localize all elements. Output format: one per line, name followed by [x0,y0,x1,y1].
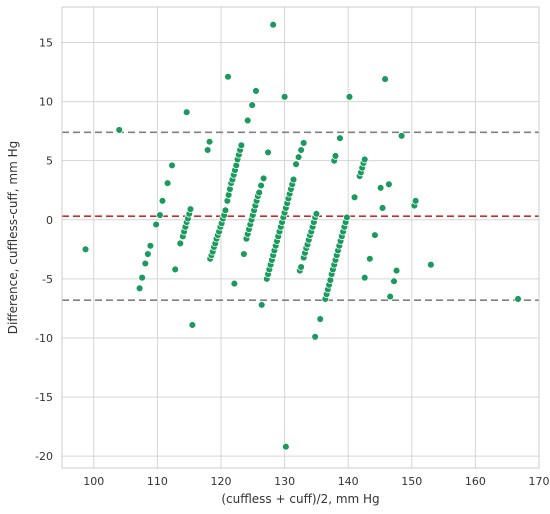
data-point [345,93,354,101]
data-points [81,20,522,451]
data-point [255,188,263,197]
data-point [158,197,167,205]
x-tick-label: 130 [274,475,295,488]
data-point [381,75,389,83]
data-point [81,245,90,254]
x-tick-label: 160 [465,475,486,488]
data-point [390,277,398,285]
data-point [343,213,351,222]
data-point [237,141,246,150]
data-point [386,292,394,301]
data-point [203,146,212,154]
data-point [240,250,248,258]
x-axis-label: (cuffless + cuff)/2, mm Hg [221,492,379,506]
y-tick-label: 10 [39,96,53,109]
data-point [282,442,290,451]
data-point [141,259,150,268]
data-point [397,132,406,140]
y-axis-label: Difference, cuffless-cuff, mm Hg [6,141,20,334]
y-tick-label: -20 [35,450,53,463]
data-point [257,181,265,190]
data-point [135,284,144,293]
data-point [248,101,256,109]
data-point [230,279,239,288]
data-point [331,152,340,160]
data-point [115,126,123,134]
grid [62,7,540,468]
x-tick-label: 170 [529,475,550,488]
data-point [311,333,319,341]
data-point [350,193,359,202]
tick-labels: 100 110 120 130 140 150 160 170 -20 -15 -10 -5 0 5 10 1… [35,36,549,488]
data-point [168,161,176,170]
y-tick-label: -5 [42,273,53,286]
data-point [163,179,172,187]
data-point [385,180,393,189]
data-point [182,108,191,116]
data-point [316,315,324,323]
plot-frame [61,6,540,469]
data-point [336,134,344,142]
y-tick-label: 5 [46,155,53,168]
data-point [205,138,214,146]
data-point [221,206,230,215]
data-point [514,295,522,303]
data-point [171,265,179,274]
data-point [138,273,146,282]
data-point [144,250,152,258]
data-point [297,146,305,154]
reference-lines [62,131,539,301]
data-point [366,255,374,263]
x-tick-label: 140 [338,475,359,488]
x-tick-label: 150 [401,475,422,488]
data-point [299,139,308,147]
data-point [269,20,277,29]
data-point [188,321,197,329]
data-point [427,260,435,269]
y-tick-label: -10 [35,332,53,345]
data-point [371,231,379,239]
data-point [264,148,272,157]
x-tick-label: 120 [211,475,232,488]
data-point [411,197,420,205]
data-point [360,155,369,164]
x-tick-label: 110 [147,475,168,488]
data-point [259,174,268,183]
data-point [186,205,195,213]
data-point [224,72,232,81]
data-point [280,93,289,101]
data-point [156,211,164,219]
data-point [392,266,401,275]
data-point [152,220,160,229]
data-point [312,210,321,218]
data-point [378,204,387,212]
data-point [297,263,305,271]
data-point [294,153,303,161]
data-point [257,301,266,309]
data-point [360,273,369,282]
y-tick-label: -15 [35,391,53,404]
data-point [176,239,185,248]
data-point [376,184,385,192]
y-tick-label: 0 [46,214,53,227]
data-point [243,116,252,125]
data-point [252,87,260,95]
data-point [289,175,298,184]
y-tick-label: 15 [39,36,53,49]
data-point [292,160,300,168]
x-tick-label: 100 [83,475,104,488]
data-point [146,242,155,250]
